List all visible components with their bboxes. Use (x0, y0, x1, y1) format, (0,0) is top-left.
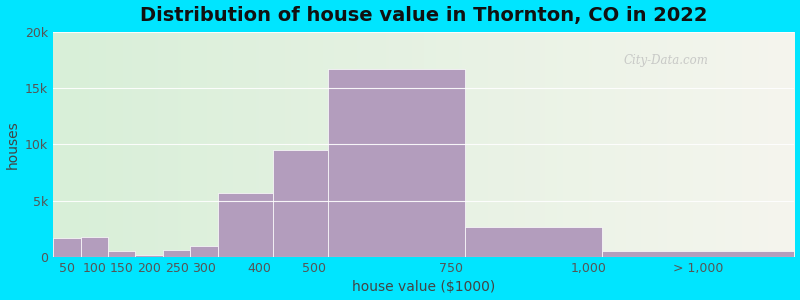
Bar (465, 226, 602, 257)
X-axis label: house value ($1000): house value ($1000) (352, 280, 495, 294)
Y-axis label: houses: houses (6, 120, 19, 169)
Text: City-Data.com: City-Data.com (624, 54, 709, 67)
Bar (328, 69, 465, 257)
Bar (163, 250, 190, 257)
Bar (108, 251, 135, 257)
Bar (190, 246, 218, 257)
Bar (135, 255, 163, 257)
Bar (218, 193, 273, 257)
Bar (273, 150, 328, 257)
Title: Distribution of house value in Thornton, CO in 2022: Distribution of house value in Thornton,… (140, 6, 707, 25)
Bar (53, 238, 81, 257)
Bar (602, 251, 794, 257)
Bar (81, 237, 108, 257)
